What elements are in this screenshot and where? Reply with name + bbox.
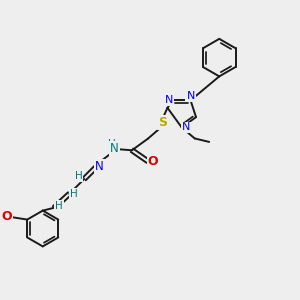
Text: N: N [186,91,195,101]
Text: H: H [75,171,83,181]
Text: O: O [148,155,158,168]
Text: S: S [158,116,167,129]
Text: N: N [182,122,190,133]
Text: H: H [70,189,78,199]
Text: N: N [164,95,173,105]
Text: O: O [2,210,12,223]
Text: H: H [55,201,63,211]
Text: H: H [108,139,116,148]
Text: N: N [110,142,119,155]
Text: N: N [95,160,104,173]
